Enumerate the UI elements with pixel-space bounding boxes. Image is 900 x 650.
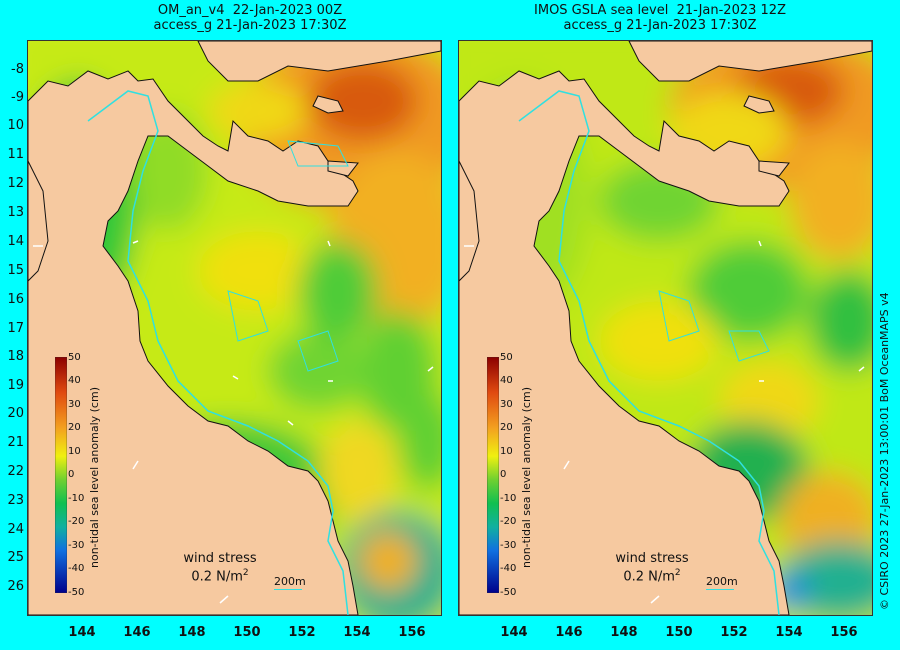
colorbar-tick: 0: [500, 469, 507, 480]
y-tick-label: 21: [7, 435, 24, 450]
colorbar-title: non-tidal sea level anomaly (cm): [88, 387, 101, 568]
y-tick-label: -8: [11, 62, 24, 77]
y-tick-label: 17: [7, 321, 24, 336]
y-tick-label: 22: [7, 464, 24, 479]
right-sea-level-map: [458, 40, 873, 616]
y-tick-label: 23: [7, 493, 24, 508]
colorbar-tick: -50: [68, 587, 85, 598]
left-map-title: OM_an_v4 22-Jan-2023 00Z access_g 21-Jan…: [153, 3, 347, 33]
x-tick-label: 150: [233, 625, 261, 640]
y-tick-label: 24: [7, 522, 24, 537]
x-tick-label: 156: [830, 625, 858, 640]
colorbar-tick: 50: [68, 352, 81, 363]
colorbar-gradient: [55, 357, 67, 593]
y-tick-label: -9: [11, 90, 24, 105]
colorbar-tick: -40: [500, 563, 517, 574]
x-tick-label: 148: [610, 625, 638, 640]
y-tick-label: 12: [7, 176, 24, 191]
colorbar-tick: -10: [500, 493, 517, 504]
x-tick-label: 144: [500, 625, 528, 640]
y-tick-label: 26: [7, 579, 24, 594]
x-tick-label: 150: [665, 625, 693, 640]
x-tick-label: 144: [68, 625, 96, 640]
depth-scale-left: 200m: [274, 575, 306, 590]
x-tick-label: 156: [398, 625, 426, 640]
colorbar-tick: 30: [68, 399, 81, 410]
colorbar-tick: -20: [500, 516, 517, 527]
colorbar-tick: 10: [500, 446, 513, 457]
colorbar-tick: 30: [500, 399, 513, 410]
x-tick-label: 152: [288, 625, 316, 640]
colorbar-gradient: [487, 357, 499, 593]
y-tick-label: 16: [7, 292, 24, 307]
y-tick-label: 14: [7, 234, 24, 249]
y-tick-label: 11: [7, 147, 24, 162]
colorbar-tick: -10: [68, 493, 85, 504]
colorbar-title: non-tidal sea level anomaly (cm): [520, 387, 533, 568]
x-tick-label: 146: [555, 625, 583, 640]
colorbar-tick: 20: [68, 422, 81, 433]
y-tick-label: 19: [7, 378, 24, 393]
y-tick-label: 15: [7, 263, 24, 278]
credit-text: © CSIRO 2023 27-Jan-2023 13:00:01 BoM Oc…: [878, 292, 891, 610]
wind-stress-legend-right: wind stress 0.2 N/m2: [615, 551, 689, 585]
depth-scale-right: 200m: [706, 575, 738, 590]
colorbar-tick: -40: [68, 563, 85, 574]
x-tick-label: 146: [123, 625, 151, 640]
y-tick-label: 18: [7, 349, 24, 364]
x-tick-label: 148: [178, 625, 206, 640]
y-tick-label: 20: [7, 406, 24, 421]
colorbar-tick: 40: [500, 375, 513, 386]
x-tick-label: 152: [720, 625, 748, 640]
colorbar-tick: 20: [500, 422, 513, 433]
left-sea-level-map: [27, 40, 442, 616]
colorbar-tick: 10: [68, 446, 81, 457]
y-tick-label: 25: [7, 550, 24, 565]
x-tick-label: 154: [343, 625, 371, 640]
y-tick-label: 13: [7, 205, 24, 220]
colorbar-tick: 40: [68, 375, 81, 386]
right-map-title: IMOS GSLA sea level 21-Jan-2023 12Z acce…: [534, 3, 786, 33]
y-tick-label: 10: [7, 118, 24, 133]
colorbar-tick: 50: [500, 352, 513, 363]
colorbar-tick: 0: [68, 469, 75, 480]
colorbar-tick: -20: [68, 516, 85, 527]
x-tick-label: 154: [775, 625, 803, 640]
wind-stress-legend-left: wind stress 0.2 N/m2: [183, 551, 257, 585]
colorbar-tick: -30: [500, 540, 517, 551]
colorbar-tick: -30: [68, 540, 85, 551]
colorbar-tick: -50: [500, 587, 517, 598]
